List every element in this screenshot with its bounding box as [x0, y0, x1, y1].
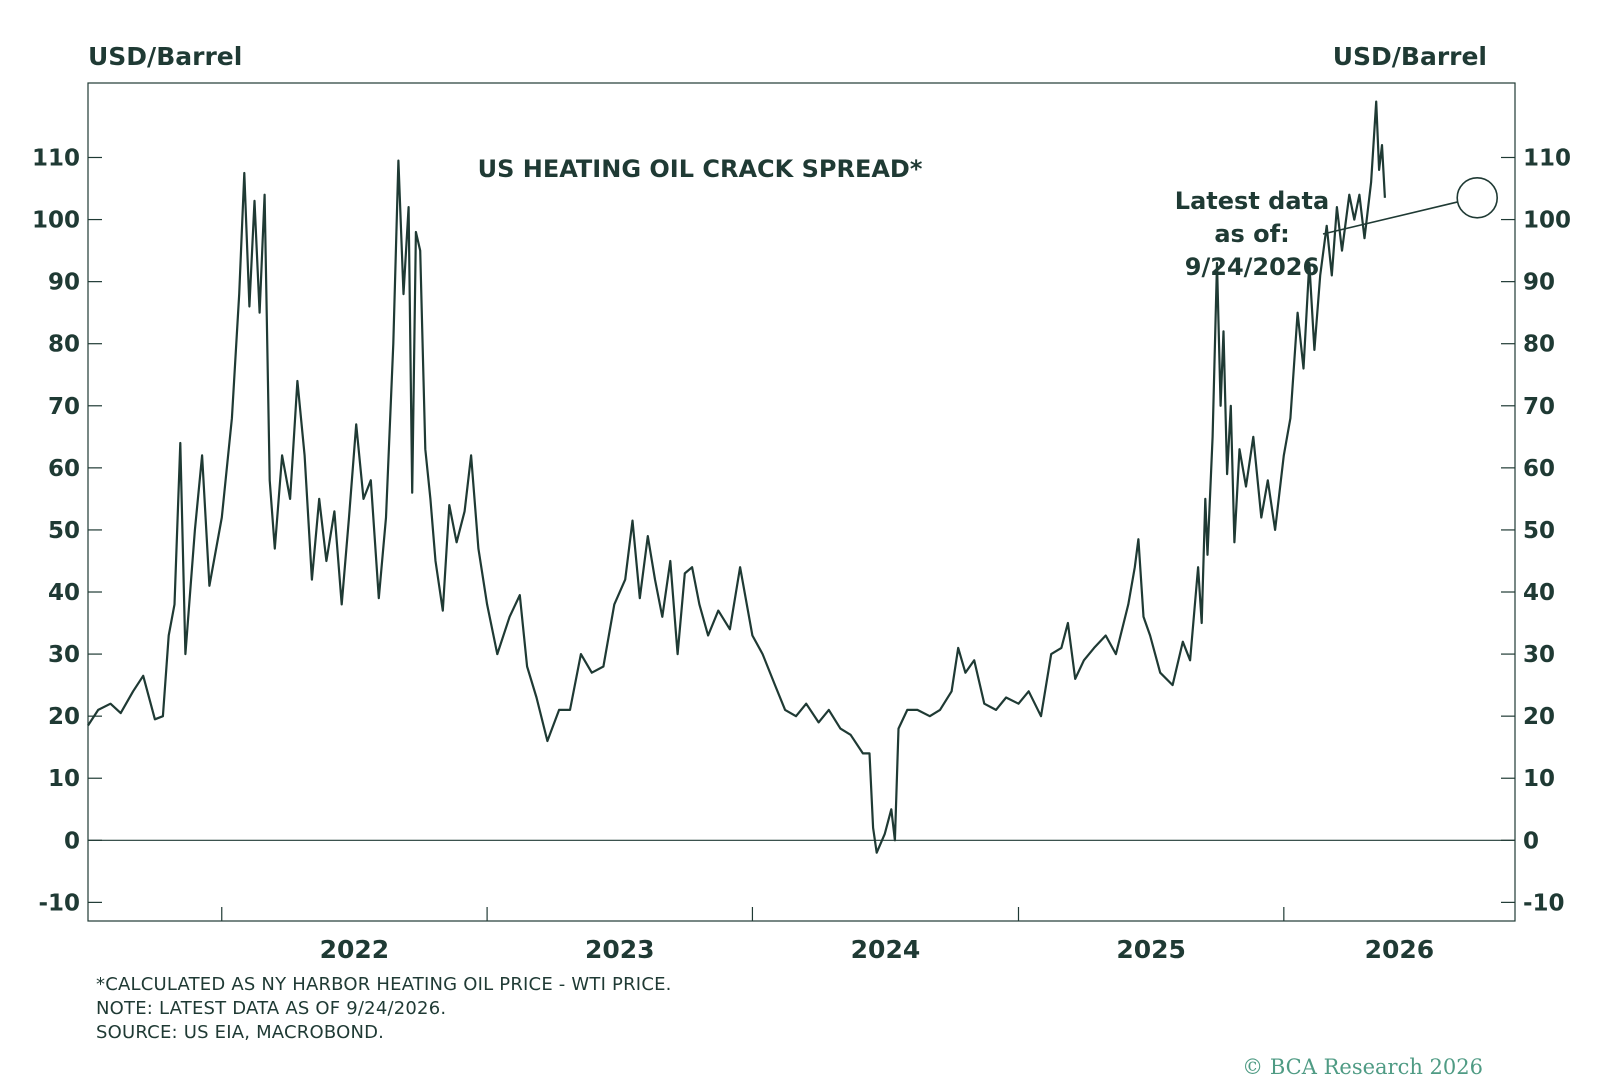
y-tick-label-right: 30: [1523, 642, 1555, 668]
x-tick-label: 2026: [1365, 935, 1435, 964]
y-tick-label-left: 10: [48, 766, 80, 792]
latest-data-circle: [1456, 177, 1498, 219]
y-tick-label-right: 80: [1523, 332, 1555, 358]
annotation-layer: Latest data as of: 9/24/2026: [1175, 177, 1498, 281]
y-tick-label-right: 70: [1523, 394, 1555, 420]
y-tick-label-left: 70: [48, 394, 80, 420]
y-tick-label-left: 30: [48, 642, 80, 668]
copyright-notice: © BCA Research 2026: [1242, 1055, 1483, 1079]
plot-frame: [87, 82, 1516, 922]
annotation-text-line: 9/24/2026: [1185, 253, 1319, 281]
footnote-calculation: *CALCULATED AS NY HARBOR HEATING OIL PRI…: [96, 974, 672, 995]
annotation-text-line: Latest data: [1175, 187, 1329, 215]
y-tick-label-right: 20: [1523, 704, 1555, 730]
x-tick-label: 2025: [1116, 935, 1186, 964]
y-tick-label-right: 90: [1523, 270, 1555, 296]
footnote-source: SOURCE: US EIA, MACROBOND.: [96, 1022, 385, 1043]
x-tick-label: 2022: [320, 935, 390, 964]
y-axis-left-unit: USD/Barrel: [88, 42, 243, 71]
y-tick-label-left: -10: [38, 890, 80, 916]
y-tick-label-right: 10: [1523, 766, 1555, 792]
y-axis-right-unit: USD/Barrel: [1332, 42, 1487, 71]
y-tick-label-left: 60: [48, 456, 80, 482]
axes-layer: -10 -10 0 0 10 10 20 20 30 30 40 40 50 50 60 60 70 70 80 80…: [32, 145, 1571, 964]
y-tick-label-left: 0: [64, 828, 80, 854]
series-layer: [87, 100, 1386, 854]
y-tick-label-right: 60: [1523, 456, 1555, 482]
y-tick-label-left: 90: [48, 270, 80, 296]
y-tick-label-right: -10: [1523, 890, 1565, 916]
y-tick-label-right: 40: [1523, 580, 1555, 606]
y-tick-label-right: 100: [1523, 208, 1571, 234]
y-tick-label-left: 50: [48, 518, 80, 544]
footnote-note: NOTE: LATEST DATA AS OF 9/24/2026.: [96, 998, 447, 1019]
chart-title: US HEATING OIL CRACK SPREAD*: [478, 155, 923, 183]
y-tick-label-right: 0: [1523, 828, 1539, 854]
series-line: [87, 100, 1386, 854]
y-tick-label-left: 100: [32, 208, 80, 234]
annotation-text-line: as of:: [1214, 220, 1289, 248]
y-tick-label-left: 80: [48, 332, 80, 358]
y-tick-label-right: 50: [1523, 518, 1555, 544]
x-tick-label: 2023: [585, 935, 655, 964]
footnotes: *CALCULATED AS NY HARBOR HEATING OIL PRI…: [96, 973, 672, 1045]
x-tick-label: 2024: [851, 935, 921, 964]
y-tick-label-right: 110: [1523, 145, 1571, 171]
y-tick-label-left: 110: [32, 145, 80, 171]
y-tick-label-left: 40: [48, 580, 80, 606]
y-tick-label-left: 20: [48, 704, 80, 730]
annotation-leader-line: [1322, 201, 1459, 235]
